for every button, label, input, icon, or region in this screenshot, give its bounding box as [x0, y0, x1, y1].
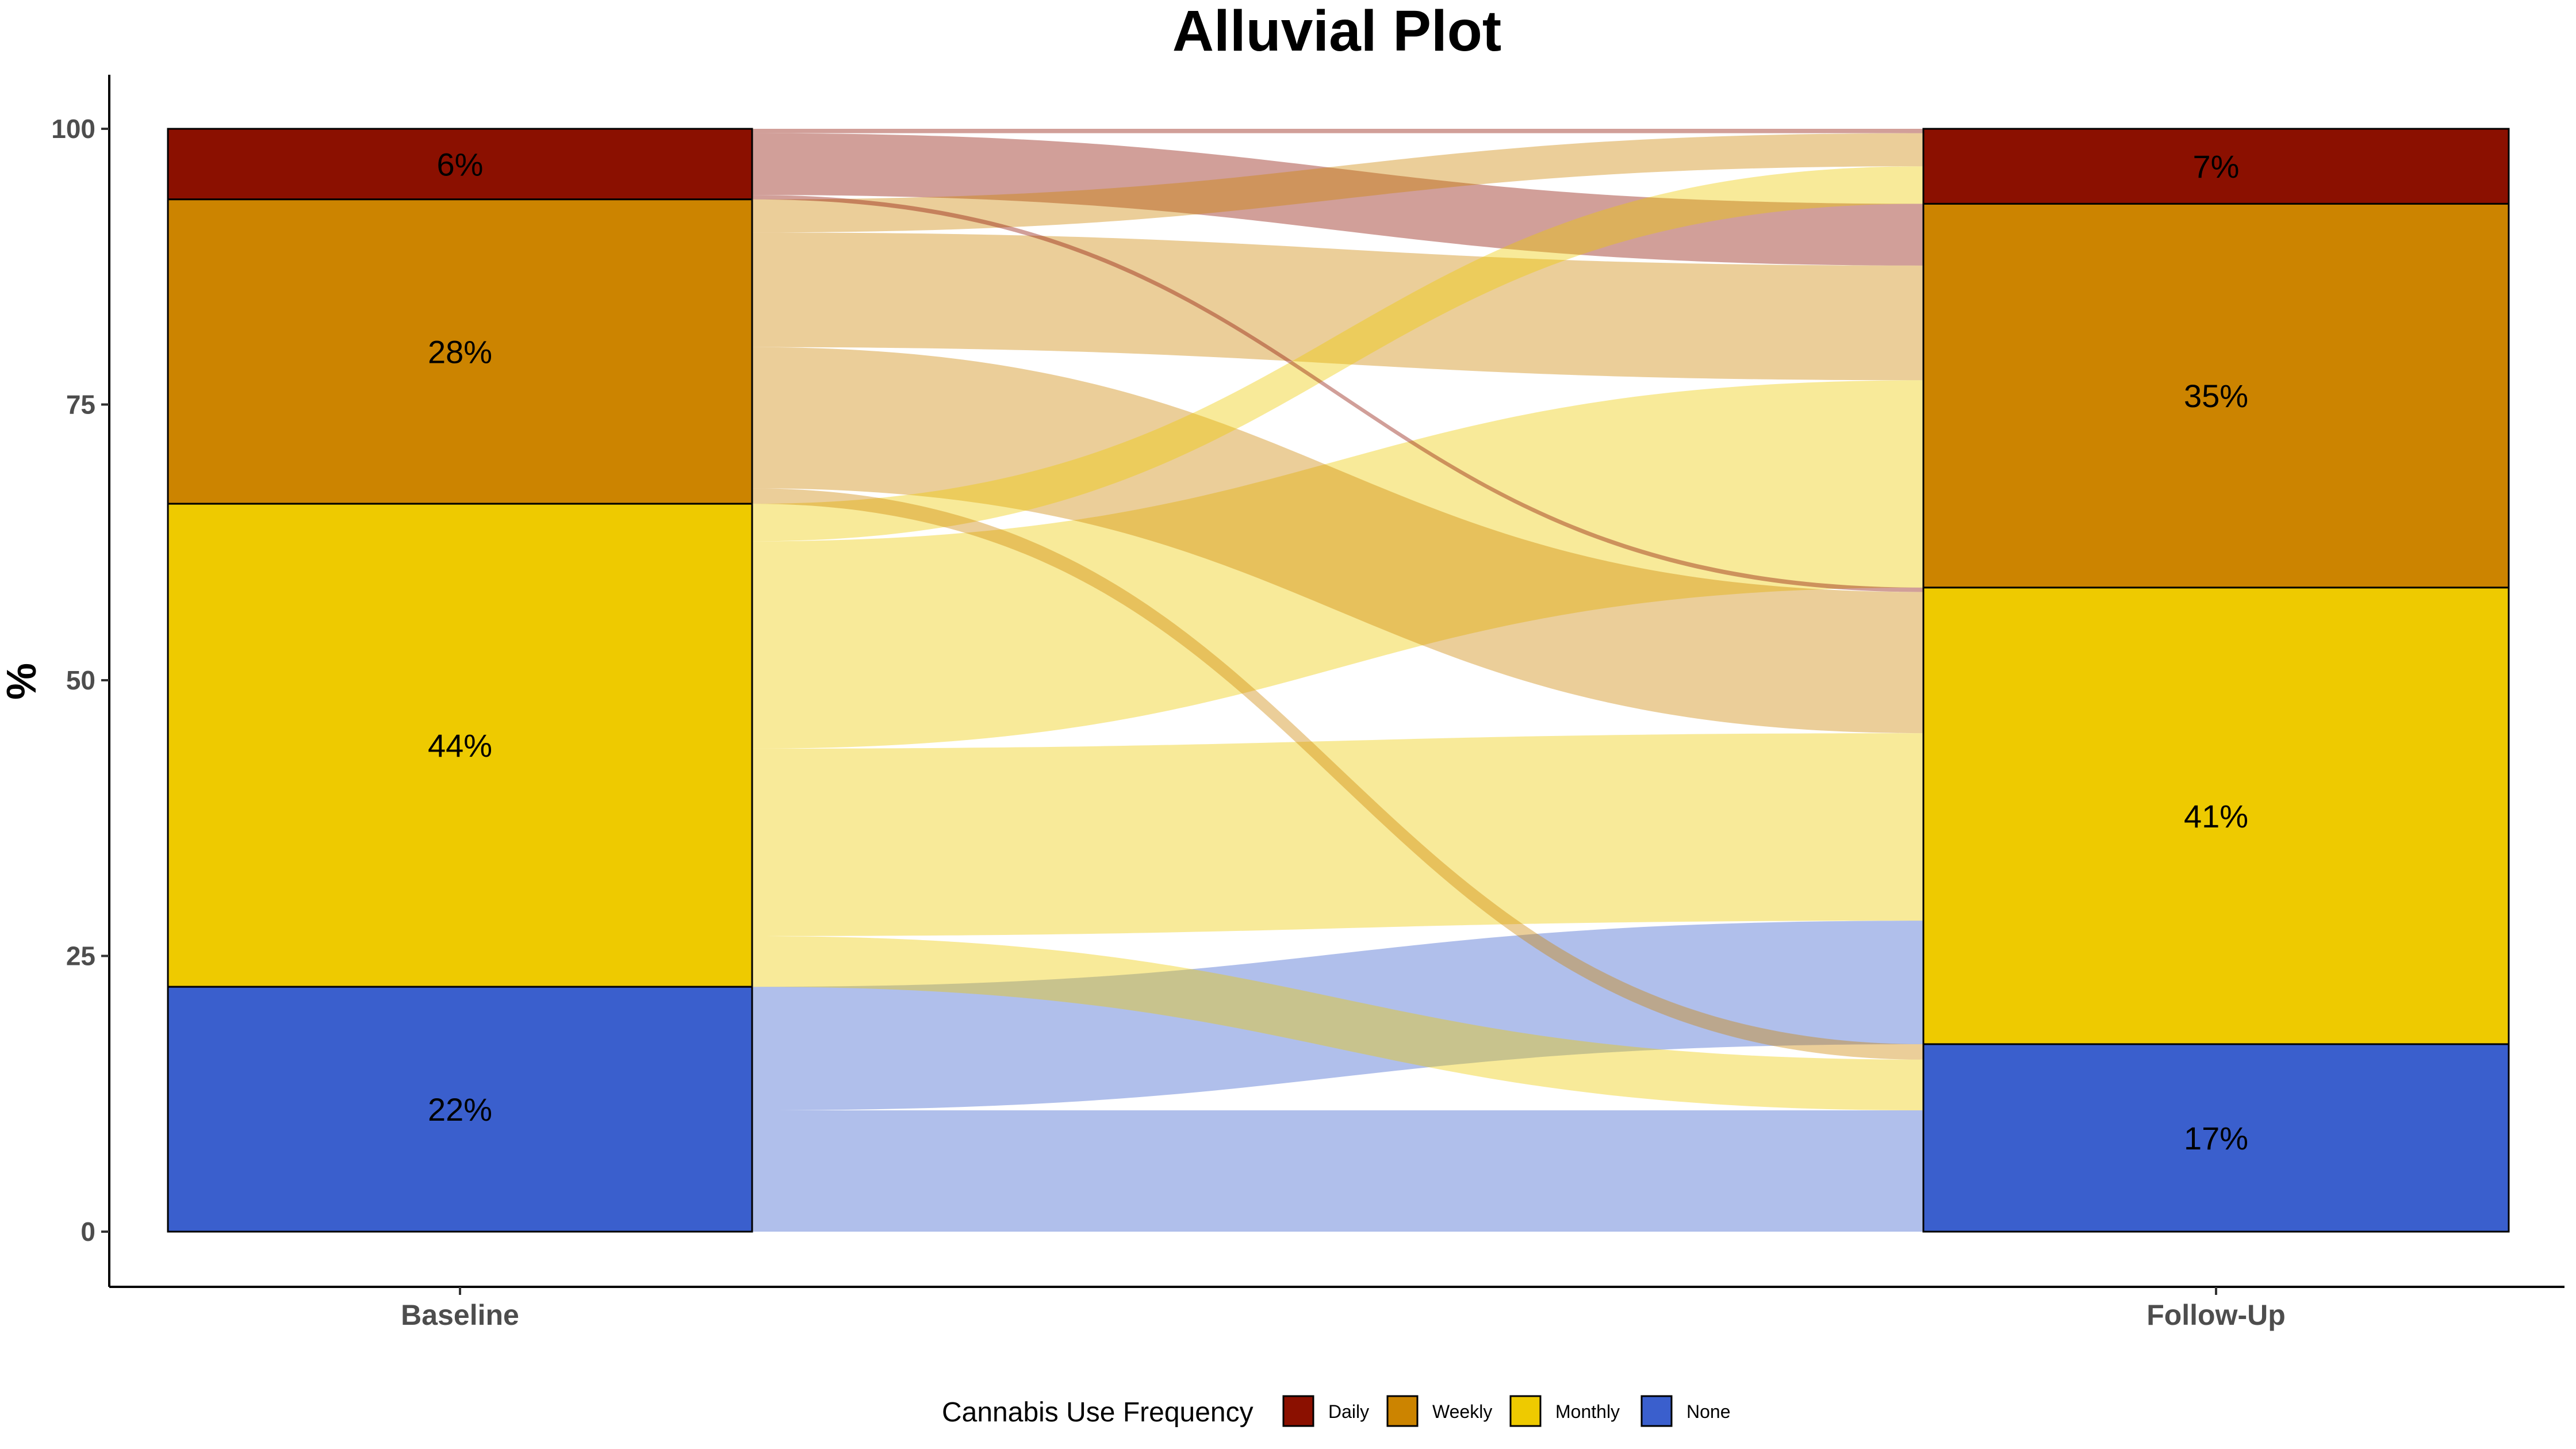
- stratum-label-follow-up-monthly: 41%: [2184, 798, 2248, 834]
- x-tick-label-follow-up: Follow-Up: [2146, 1299, 2286, 1331]
- stratum-follow-up-weekly: [1922, 202, 2510, 589]
- flow-daily-to-monthly: [752, 195, 1923, 592]
- flow-none-to-monthly: [752, 921, 1923, 1111]
- stratum-follow-up-none: [1922, 1043, 2510, 1233]
- legend-key-none: [1640, 1395, 1673, 1427]
- legend-key-monthly: [1509, 1395, 1542, 1427]
- strata-layer: 6% 28% 44% 22% 7% 35% 41% 17%: [167, 128, 2510, 1233]
- legend-key-daily: [1282, 1395, 1314, 1427]
- x-tick-label-baseline: Baseline: [401, 1299, 519, 1331]
- flow-weekly-to-daily: [752, 133, 1923, 233]
- y-tick-label: 0: [80, 1217, 95, 1247]
- y-tick-label: 50: [66, 665, 95, 695]
- stratum-label-baseline-none: 22%: [428, 1091, 492, 1128]
- y-tick-label: 100: [51, 114, 95, 144]
- stratum-label-follow-up-weekly: 35%: [2184, 378, 2248, 414]
- flow-monthly-to-monthly: [752, 733, 1923, 936]
- y-axis-label: %: [0, 663, 45, 700]
- stratum-baseline-weekly: [167, 198, 753, 505]
- legend-label-none: None: [1686, 1401, 1731, 1422]
- flow-monthly-to-weekly: [752, 380, 1923, 749]
- chart-title: Alluvial Plot: [1172, 0, 1501, 63]
- flow-monthly-to-none: [752, 936, 1923, 1111]
- flows-layer: [752, 129, 1923, 1232]
- stratum-label-follow-up-none: 17%: [2184, 1120, 2248, 1156]
- stratum-follow-up-daily: [1922, 128, 2510, 205]
- legend-key-weekly: [1386, 1395, 1419, 1427]
- flow-monthly-to-daily: [752, 166, 1923, 542]
- stratum-baseline-none: [167, 986, 753, 1233]
- stratum-label-baseline-monthly: 44%: [428, 727, 492, 764]
- y-tick-label: 25: [66, 941, 95, 971]
- flow-daily-to-daily: [752, 129, 1923, 133]
- axes-layer: 0 25 50 75 100 Baseline Follow-Up: [51, 75, 2564, 1331]
- y-tick-label: 75: [66, 390, 95, 420]
- flow-weekly-to-weekly: [752, 232, 1923, 381]
- stratum-label-baseline-weekly: 28%: [428, 334, 492, 370]
- legend-title: Cannabis Use Frequency: [942, 1397, 1254, 1428]
- flow-weekly-to-none: [752, 488, 1923, 1060]
- legend: Cannabis Use Frequency Daily Weekly Monthl…: [942, 1395, 1731, 1428]
- flow-daily-to-weekly: [752, 133, 1923, 266]
- legend-label-daily: Daily: [1328, 1401, 1369, 1422]
- stratum-label-follow-up-daily: 7%: [2193, 148, 2240, 185]
- legend-label-weekly: Weekly: [1432, 1401, 1492, 1422]
- stratum-baseline-daily: [167, 128, 753, 201]
- flow-weekly-to-monthly: [752, 347, 1923, 734]
- legend-label-monthly: Monthly: [1555, 1401, 1620, 1422]
- flow-none-to-none: [752, 1110, 1923, 1232]
- stratum-baseline-monthly: [167, 503, 753, 988]
- stratum-label-baseline-daily: 6%: [437, 146, 484, 182]
- stratum-follow-up-monthly: [1922, 586, 2510, 1045]
